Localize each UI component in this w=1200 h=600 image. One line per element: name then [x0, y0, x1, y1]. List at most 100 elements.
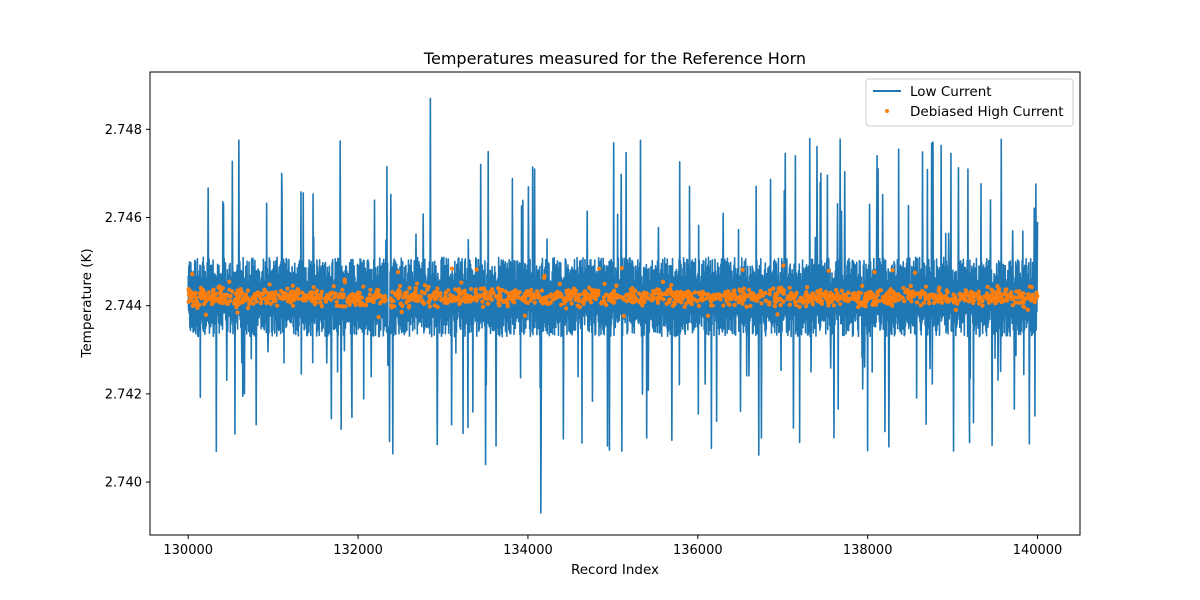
scatter-point — [258, 300, 263, 306]
scatter-point — [976, 289, 981, 294]
scatter-point — [939, 297, 944, 302]
scatter-point — [951, 300, 957, 305]
scatter-point — [268, 301, 273, 306]
scatter-point — [523, 292, 528, 297]
scatter-point — [523, 299, 528, 304]
scatter-point — [946, 297, 951, 302]
x-tick-label: 130000 — [163, 543, 213, 558]
scatter-point — [510, 299, 515, 304]
scatter-point — [453, 287, 458, 292]
scatter-point — [443, 290, 448, 295]
scatter-point — [619, 266, 624, 271]
scatter-point — [635, 298, 640, 303]
scatter-point — [757, 292, 762, 298]
scatter-point — [642, 290, 647, 295]
scatter-point — [863, 304, 868, 309]
scatter-point — [831, 303, 837, 308]
scatter-point — [943, 294, 948, 299]
y-axis-label: Temperature (K) — [79, 248, 95, 358]
scatter-point — [218, 297, 223, 302]
scatter-point — [577, 305, 582, 310]
scatter-point — [593, 289, 598, 294]
scatter-point — [319, 304, 324, 309]
scatter-point — [251, 301, 256, 306]
scatter-point — [826, 303, 831, 308]
scatter-point — [982, 294, 987, 299]
scatter-point — [705, 292, 711, 297]
scatter-point — [963, 291, 969, 297]
scatter-point — [557, 291, 562, 296]
scatter-point — [833, 288, 839, 293]
scatter-point — [234, 305, 239, 310]
scatter-point — [422, 301, 427, 306]
scatter-point — [363, 302, 369, 308]
scatter-point — [996, 288, 1001, 294]
scatter-point — [797, 304, 802, 309]
scatter-point — [409, 293, 414, 298]
scatter-point — [686, 289, 691, 294]
scatter-point — [584, 294, 589, 299]
scatter-point — [1018, 300, 1023, 305]
scatter-point — [821, 292, 826, 297]
scatter-point — [569, 301, 574, 306]
scatter-point — [485, 296, 490, 301]
scatter-point — [839, 288, 844, 293]
scatter-point — [846, 298, 852, 303]
legend-high-current-swatch — [885, 109, 889, 113]
scatter-point — [1008, 292, 1013, 297]
scatter-point — [470, 296, 476, 301]
x-tick-label: 136000 — [673, 543, 723, 558]
scatter-point — [636, 291, 642, 296]
scatter-point — [921, 300, 927, 305]
scatter-point — [599, 299, 605, 305]
scatter-point — [788, 293, 793, 298]
scatter-point — [427, 304, 432, 309]
scatter-point — [228, 298, 233, 303]
scatter-point — [1026, 292, 1031, 297]
scatter-point — [287, 295, 292, 300]
scatter-point — [314, 288, 320, 293]
scatter-point — [967, 299, 972, 304]
scatter-point — [674, 290, 679, 295]
scatter-point — [334, 299, 339, 304]
scatter-point — [309, 293, 314, 298]
scatter-point — [348, 298, 353, 303]
scatter-point — [834, 294, 839, 300]
scatter-point — [826, 268, 831, 273]
scatter-point — [192, 299, 197, 304]
scatter-point — [902, 299, 907, 304]
legend-high-current-label: Debiased High Current — [910, 104, 1064, 120]
scatter-point — [209, 301, 215, 307]
scatter-point — [263, 297, 268, 302]
scatter-point — [397, 283, 403, 289]
scatter-point — [682, 304, 687, 310]
scatter-point — [817, 298, 822, 303]
scatter-point — [447, 297, 452, 302]
scatter-point — [389, 298, 394, 303]
scatter-point — [1023, 296, 1028, 301]
scatter-point — [776, 286, 781, 291]
scatter-point — [187, 288, 192, 294]
scatter-point — [398, 301, 403, 306]
scatter-point — [356, 290, 361, 295]
scatter-point — [742, 297, 747, 302]
scatter-point — [383, 297, 388, 302]
scatter-point — [355, 295, 360, 300]
scatter-point — [726, 296, 731, 301]
scatter-point — [342, 277, 347, 282]
scatter-point — [489, 297, 494, 302]
series-low-current-line — [187, 97, 1039, 514]
scatter-point — [505, 301, 510, 306]
scatter-point — [934, 293, 939, 298]
scatter-point — [987, 295, 992, 300]
scatter-point — [825, 294, 830, 299]
scatter-point — [559, 302, 564, 307]
scatter-point — [963, 288, 968, 293]
scatter-point — [952, 294, 958, 299]
scatter-point — [760, 293, 765, 298]
scatter-point — [871, 292, 876, 297]
scatter-point — [435, 286, 440, 291]
scatter-point — [623, 293, 628, 298]
scatter-point — [718, 297, 723, 302]
scatter-point — [247, 301, 252, 306]
